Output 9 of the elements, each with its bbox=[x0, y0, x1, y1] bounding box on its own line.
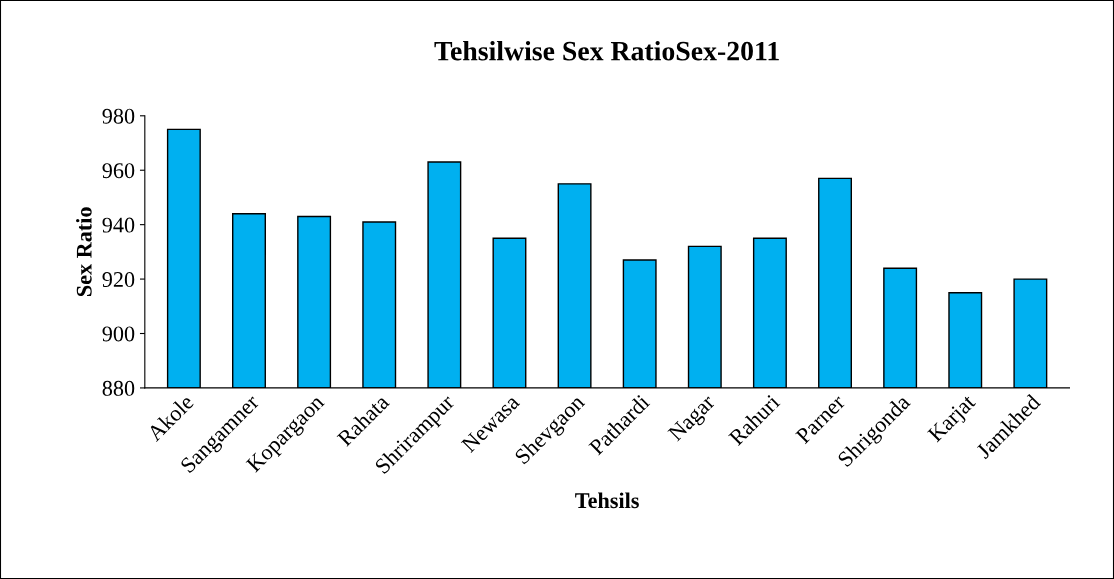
y-tick-label: 920 bbox=[102, 272, 135, 288]
y-tick-label: 940 bbox=[102, 217, 135, 233]
y-tick-label: 980 bbox=[102, 108, 135, 124]
y-tick-label: 960 bbox=[102, 163, 135, 179]
y-tick-label: 900 bbox=[102, 326, 135, 342]
y-tick-label: 880 bbox=[102, 380, 135, 396]
y-axis-title: Sex Ratio bbox=[76, 207, 92, 297]
x-axis-title: Tehsils bbox=[575, 492, 639, 509]
chart-title: Tehsilwise Sex RatioSex-2011 bbox=[434, 40, 779, 61]
